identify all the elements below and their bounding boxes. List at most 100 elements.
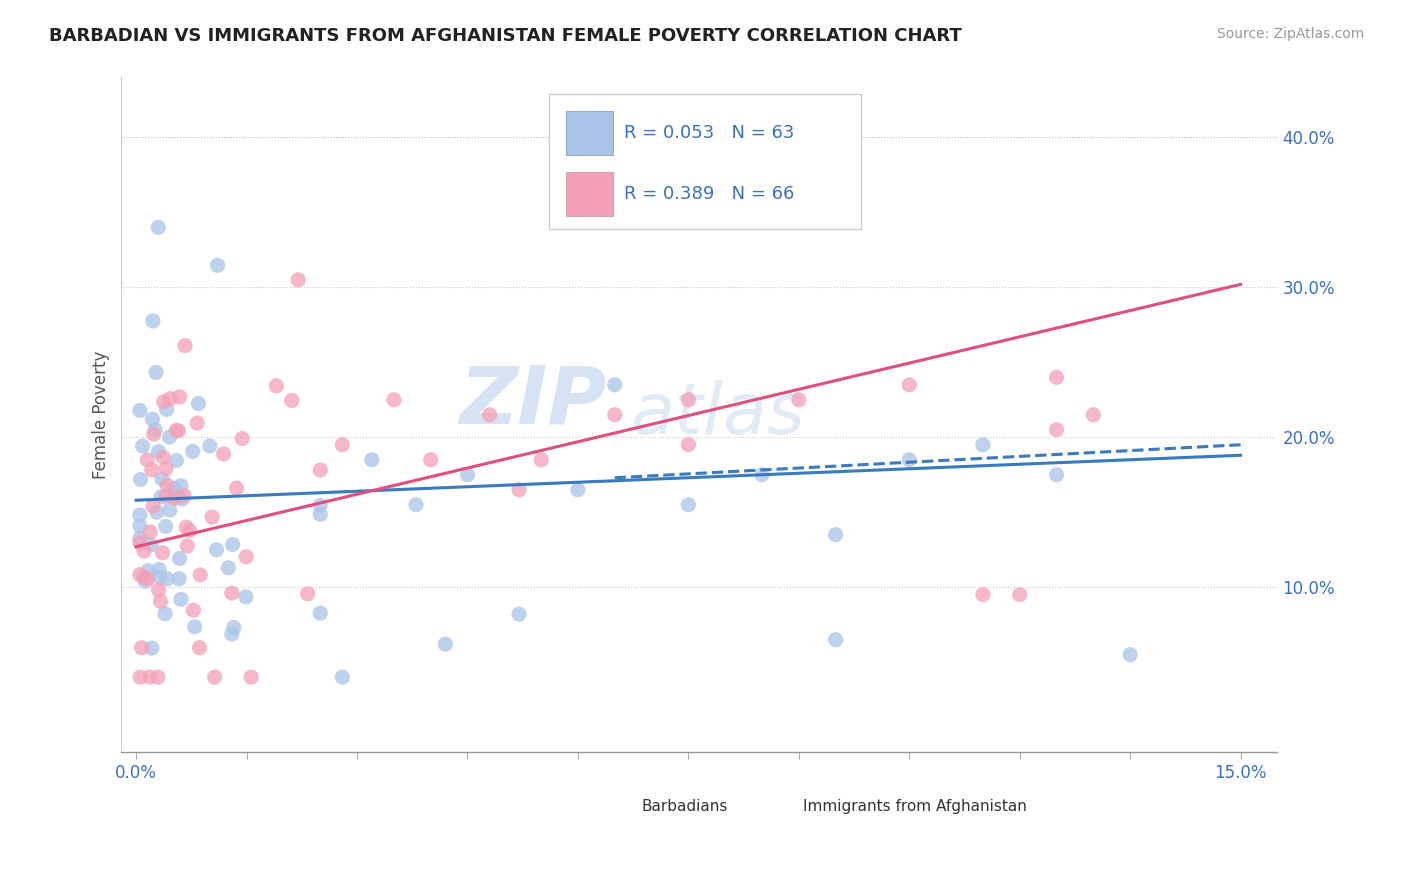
Point <box>266 379 288 393</box>
Point <box>360 452 382 467</box>
Point <box>156 478 179 492</box>
Point <box>152 546 174 560</box>
Point <box>156 402 179 417</box>
Point <box>141 641 163 656</box>
Text: ZIP: ZIP <box>460 362 607 441</box>
Point <box>128 567 150 582</box>
Point <box>221 627 243 641</box>
FancyBboxPatch shape <box>550 95 862 229</box>
Point <box>165 423 187 437</box>
Point <box>183 603 205 617</box>
Point <box>204 670 226 684</box>
Point <box>972 438 994 452</box>
Point <box>280 393 302 408</box>
Point <box>146 505 169 519</box>
Point <box>152 450 174 465</box>
Point <box>824 527 846 541</box>
Point <box>508 483 530 497</box>
Point <box>128 532 150 546</box>
FancyBboxPatch shape <box>567 172 613 216</box>
Point <box>170 478 193 492</box>
Point <box>129 473 152 487</box>
Point <box>169 390 191 404</box>
Point <box>142 499 165 513</box>
FancyBboxPatch shape <box>613 793 638 818</box>
Point <box>972 588 994 602</box>
Point <box>128 508 150 522</box>
Point <box>148 563 170 577</box>
Point <box>149 594 172 608</box>
Point <box>149 570 172 584</box>
Text: atlas: atlas <box>630 380 804 450</box>
Point <box>169 551 191 566</box>
Point <box>231 432 253 446</box>
Point <box>221 586 243 600</box>
Point <box>287 273 309 287</box>
Point <box>131 439 153 453</box>
Point <box>170 592 193 607</box>
Point <box>136 572 159 586</box>
Point <box>139 524 162 539</box>
Point <box>155 489 177 503</box>
Y-axis label: Female Poverty: Female Poverty <box>93 351 110 479</box>
Point <box>898 377 921 392</box>
Point <box>309 499 332 513</box>
Point <box>207 258 229 272</box>
Point <box>330 670 353 684</box>
Point <box>174 338 197 352</box>
Point <box>188 567 211 582</box>
Point <box>1045 467 1067 482</box>
Point <box>173 489 195 503</box>
Point <box>824 632 846 647</box>
Point <box>456 467 478 482</box>
Point <box>148 444 170 458</box>
Point <box>1119 648 1142 662</box>
Point <box>141 463 163 477</box>
Point <box>221 538 243 552</box>
Point <box>139 538 162 552</box>
Point <box>186 416 208 430</box>
Point <box>240 670 263 684</box>
Point <box>132 570 155 584</box>
Point <box>787 392 810 407</box>
Point <box>148 220 170 235</box>
Point <box>1045 423 1067 437</box>
Point <box>419 452 441 467</box>
Point <box>143 423 166 437</box>
Point <box>174 520 197 534</box>
Point <box>134 574 156 589</box>
Point <box>478 408 501 422</box>
Point <box>188 640 211 655</box>
Point <box>309 606 332 620</box>
Point <box>136 564 159 578</box>
Point <box>235 549 257 564</box>
Point <box>382 392 405 407</box>
Point <box>179 524 201 538</box>
Point <box>205 542 228 557</box>
Text: Source: ZipAtlas.com: Source: ZipAtlas.com <box>1216 27 1364 41</box>
Point <box>217 560 239 574</box>
Text: Barbadians: Barbadians <box>641 798 728 814</box>
Point <box>201 510 224 524</box>
Point <box>1045 370 1067 384</box>
FancyBboxPatch shape <box>567 112 613 155</box>
Point <box>148 582 170 597</box>
Point <box>225 481 247 495</box>
Point <box>678 438 700 452</box>
Point <box>156 572 179 586</box>
Point <box>141 412 163 426</box>
Point <box>167 424 190 438</box>
Point <box>181 444 204 458</box>
Point <box>183 620 205 634</box>
Point <box>1008 588 1031 602</box>
Point <box>603 377 626 392</box>
Point <box>434 637 457 651</box>
Point <box>678 498 700 512</box>
Point <box>153 607 176 621</box>
Point <box>530 452 553 467</box>
Point <box>167 572 190 586</box>
Point <box>150 490 173 504</box>
Point <box>150 472 173 486</box>
Point <box>176 539 198 553</box>
Point <box>165 491 187 505</box>
